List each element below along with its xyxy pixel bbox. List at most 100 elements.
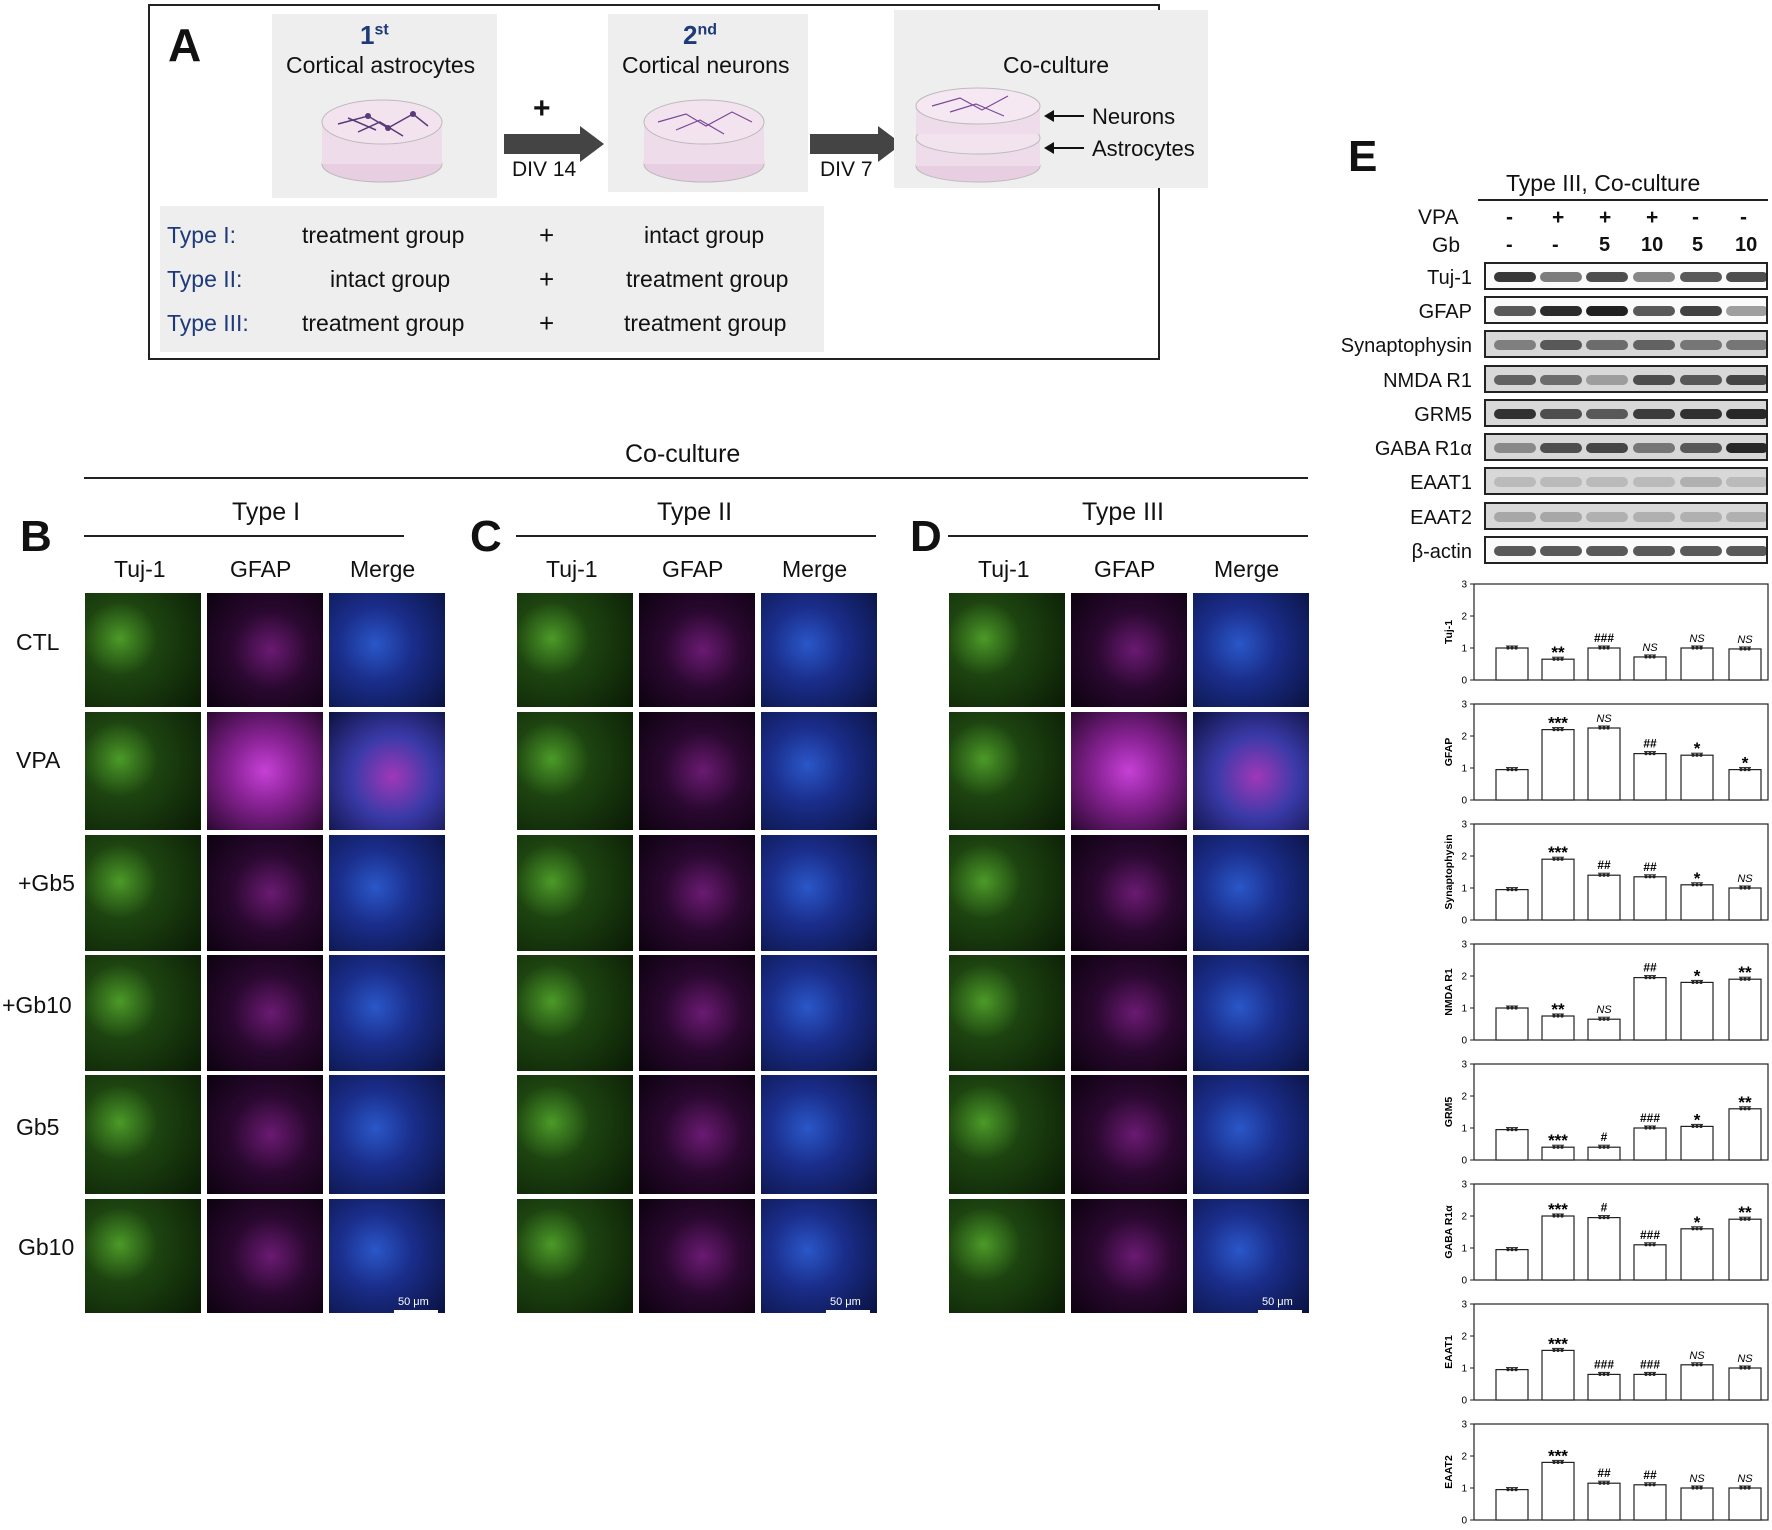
y-axis-label: EAAT1 — [1443, 1335, 1455, 1369]
bar — [1495, 1488, 1529, 1521]
micrograph — [84, 711, 202, 831]
significance-label: NS — [1596, 713, 1612, 725]
blot-strip — [1484, 330, 1768, 358]
data-point — [1602, 1372, 1606, 1376]
significance-label: *** — [1548, 1131, 1568, 1150]
y-tick-label: 2 — [1461, 1212, 1467, 1223]
data-point — [1648, 1126, 1652, 1130]
data-point — [1743, 1217, 1747, 1221]
blot-band — [1494, 477, 1536, 487]
bar — [1728, 648, 1762, 681]
data-point — [1506, 1368, 1510, 1372]
significance-label: NS — [1737, 634, 1753, 646]
bar — [1541, 729, 1575, 801]
bar-chart: 0 1 2 3 Tuj-1 ** ### NS NS NS — [1443, 580, 1769, 687]
chart-frame — [1473, 583, 1769, 681]
micrograph — [1070, 592, 1188, 708]
div7-label: DIV 7 — [820, 158, 873, 181]
vpa-value: + — [1599, 206, 1612, 229]
blot-strip — [1484, 536, 1768, 564]
blot-band — [1586, 272, 1628, 282]
coculture-title: Co-culture — [625, 440, 741, 468]
data-point — [1695, 980, 1699, 984]
blot-band — [1494, 340, 1536, 350]
blot-band — [1726, 443, 1766, 453]
channel-header: Tuj-1 — [978, 556, 1030, 582]
y-tick-label: 0 — [1461, 796, 1467, 807]
significance-label: * — [1694, 1213, 1701, 1232]
arrow-left-icon — [1044, 142, 1084, 154]
y-tick-label: 2 — [1461, 852, 1467, 863]
blot-band — [1633, 306, 1675, 316]
y-tick-label: 1 — [1461, 764, 1467, 775]
data-point — [1699, 753, 1703, 757]
panel-a-letter: A — [168, 19, 202, 71]
panel-divider — [84, 535, 404, 537]
y-tick-label: 3 — [1461, 1180, 1467, 1191]
data-point — [1514, 768, 1518, 772]
data-point — [1606, 873, 1610, 877]
scale-label: 50 μm — [830, 1296, 861, 1308]
y-tick-label: 2 — [1461, 1332, 1467, 1343]
row-label: VPA — [16, 747, 61, 773]
data-point — [1510, 1248, 1514, 1252]
y-tick-label: 0 — [1461, 1516, 1467, 1527]
blot-band — [1586, 443, 1628, 453]
blot-band — [1633, 409, 1675, 419]
data-point — [1644, 976, 1648, 980]
blot-strip — [1484, 365, 1768, 393]
micrograph — [1070, 1074, 1188, 1195]
data-point — [1598, 873, 1602, 877]
micrograph — [948, 1074, 1066, 1195]
micrograph — [760, 1198, 878, 1314]
blot-band — [1540, 546, 1582, 556]
gb-label: Gb — [1432, 234, 1461, 257]
micrograph — [1192, 1198, 1310, 1314]
type-iii-left: treatment group — [302, 310, 465, 336]
micrograph — [516, 711, 634, 831]
micrograph — [84, 954, 202, 1072]
data-point — [1552, 1214, 1556, 1218]
micrograph — [206, 954, 324, 1072]
scale-bar — [1258, 1310, 1302, 1313]
type-ii-plus: + — [539, 264, 555, 294]
panel-title: Type III — [1082, 498, 1164, 526]
data-point — [1747, 1107, 1751, 1111]
type-ii-right: treatment group — [626, 266, 789, 292]
bar — [1680, 884, 1714, 921]
y-tick-label: 1 — [1461, 1004, 1467, 1015]
blot-label: Tuj-1 — [1427, 267, 1472, 289]
bar — [1541, 1015, 1575, 1041]
gb-value: 5 — [1599, 234, 1611, 256]
blot-label: Synaptophysin — [1340, 335, 1472, 357]
significance-label: NS — [1689, 633, 1705, 645]
blot-band — [1586, 546, 1628, 556]
bar — [1728, 1218, 1762, 1281]
significance-label: # — [1601, 1130, 1608, 1144]
significance-label: *** — [1548, 1446, 1568, 1465]
panel-title: Type I — [232, 498, 301, 526]
panel-divider — [516, 535, 876, 537]
scale-bar — [394, 1310, 438, 1313]
data-point — [1506, 1488, 1510, 1492]
data-point — [1691, 980, 1695, 984]
significance-label: ** — [1551, 1000, 1565, 1019]
scale-label: 50 μm — [1262, 1296, 1293, 1308]
bar — [1633, 656, 1667, 681]
blot-band — [1726, 409, 1766, 419]
data-point — [1648, 875, 1652, 879]
micrograph — [760, 834, 878, 952]
bar — [1495, 1128, 1529, 1161]
data-point — [1695, 1486, 1699, 1490]
data-point — [1506, 888, 1510, 892]
data-point — [1552, 657, 1556, 661]
data-point — [1739, 768, 1743, 772]
data-point — [1606, 1372, 1610, 1376]
micrograph — [206, 592, 324, 708]
data-point — [1598, 1145, 1602, 1149]
data-point — [1652, 655, 1656, 659]
vpa-value: - — [1692, 206, 1699, 229]
data-point — [1598, 1017, 1602, 1021]
channel-header: Tuj-1 — [114, 556, 166, 582]
